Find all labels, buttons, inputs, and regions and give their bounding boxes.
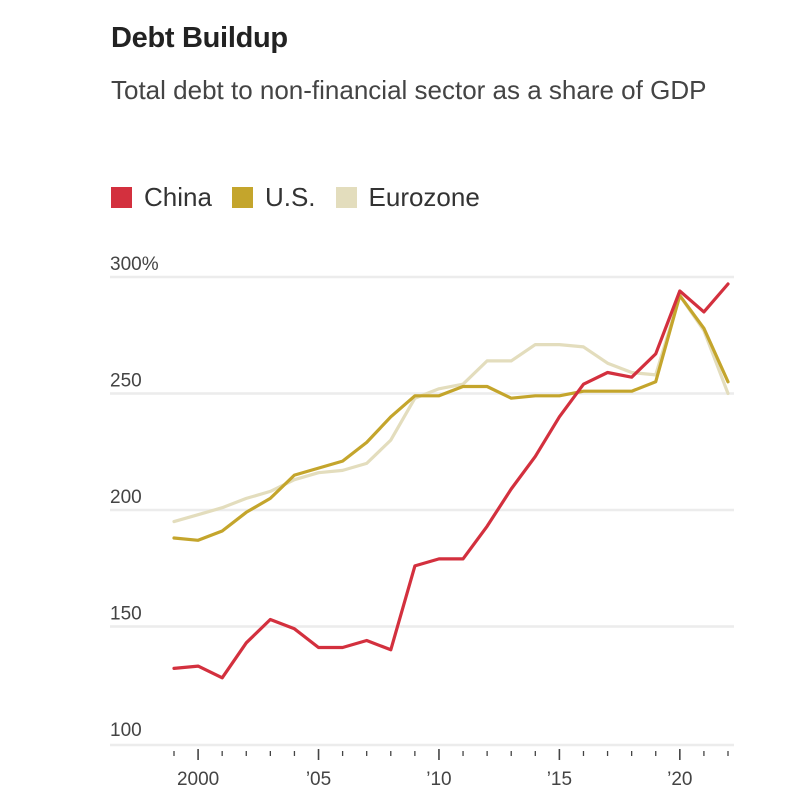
- legend-swatch-china: [111, 187, 132, 208]
- chart-title: Debt Buildup: [111, 22, 288, 54]
- legend: China U.S. Eurozone: [111, 182, 480, 213]
- x-tick-label: ’05: [306, 769, 331, 790]
- legend-swatch-eurozone: [335, 187, 357, 208]
- chart-subtitle: Total debt to non-financial sector as a …: [111, 75, 707, 105]
- legend-label-us: U.S.: [264, 182, 316, 212]
- x-tick-label: ’15: [547, 769, 572, 790]
- legend-label-china: China: [144, 182, 212, 212]
- series-line-us: [172, 294, 730, 542]
- y-tick-label: 150: [110, 604, 142, 625]
- legend-swatch-us: [231, 187, 253, 208]
- y-tick-label: 100: [110, 720, 142, 741]
- x-tick-label: ’20: [667, 769, 692, 790]
- x-tick-label: ’10: [426, 769, 451, 790]
- legend-item-eurozone: Eurozone: [335, 182, 480, 213]
- y-tick-label: 250: [110, 371, 142, 392]
- y-tick-label: 200: [110, 487, 142, 508]
- legend-label-eurozone: Eurozone: [368, 182, 480, 212]
- x-tick-label: 2000: [177, 769, 219, 790]
- legend-item-china: China: [111, 182, 212, 213]
- series-line-china: [172, 282, 730, 680]
- y-tick-label: 300%: [110, 254, 159, 275]
- legend-item-us: U.S.: [231, 182, 316, 213]
- series-line-eurozone: [172, 294, 730, 524]
